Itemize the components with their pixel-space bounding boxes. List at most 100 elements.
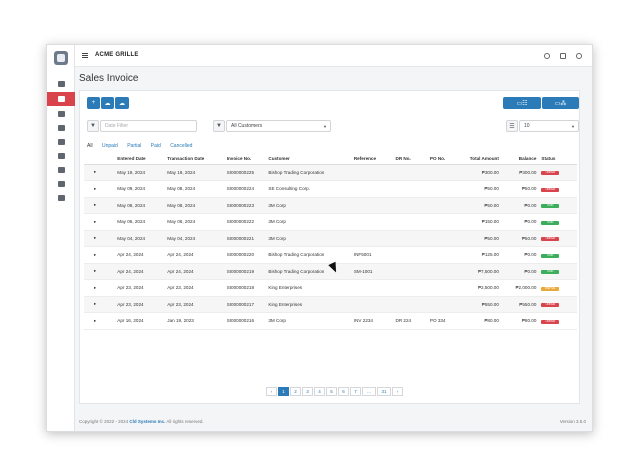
dr-no-cell [393, 164, 428, 181]
table-row[interactable]: ▸ May 09, 2024 May 08, 2024 SI000000224 SE C… [84, 180, 577, 198]
status-cell: UNPAID [539, 180, 577, 198]
row-expand-toggle[interactable]: ▸ [84, 296, 116, 313]
invoice-no-cell: SI000000225 [224, 164, 267, 181]
table-row[interactable]: ▸ May 06, 2024 May 06, 2024 SI000000222 3M C… [84, 213, 577, 231]
row-expand-toggle[interactable]: ▸ [84, 164, 116, 181]
customer-cell: King Enterprises [266, 279, 352, 297]
tab-paid[interactable]: Paid [150, 143, 161, 149]
list-view-button[interactable]: ▭☷ [503, 97, 541, 109]
page-button-last[interactable]: 31 [377, 387, 391, 396]
table-row[interactable]: ▸ May 19, 2024 May 19, 2024 SI000000225 Bish… [84, 164, 577, 181]
tab-partial[interactable]: Partial [127, 143, 142, 149]
column-header-invoice-no[interactable]: Invoice No. [224, 154, 267, 165]
search-icon[interactable] [544, 53, 550, 59]
tab-cancelled[interactable]: Cancelled [170, 143, 193, 149]
calendar-icon [57, 167, 65, 173]
next-page-button[interactable]: › [392, 387, 403, 396]
total-amount-cell: ₱50.00 [460, 197, 502, 214]
column-header-transaction-date[interactable]: Transaction Date [165, 154, 225, 165]
row-expand-toggle[interactable]: ▸ [84, 180, 116, 198]
column-header-po-no[interactable]: PO No. [427, 154, 461, 165]
footer-company-link[interactable]: Cld Systems Inc. [129, 419, 166, 424]
dr-no-cell [393, 279, 428, 297]
po-no-cell: PO 334 [427, 312, 461, 330]
page-button-5[interactable]: 5 [326, 387, 337, 396]
status-badge: UNPAID [541, 237, 560, 242]
sidebar-item-ledger[interactable] [47, 149, 75, 163]
page-size-value: 10 [524, 123, 530, 129]
book-icon [57, 153, 65, 159]
table-row[interactable]: ▸ Apr 24, 2024 Apr 24, 2024 SI000000219 Bish… [84, 263, 577, 280]
gear-icon[interactable] [576, 53, 582, 59]
page-size-select[interactable]: 10 ▼ [519, 120, 579, 132]
company-name: ACME GRILLE [95, 52, 139, 58]
po-no-cell [427, 164, 461, 181]
tab-unpaid[interactable]: Unpaid [101, 143, 118, 149]
invoice-no-cell: SI000000222 [224, 213, 267, 231]
filter-icon[interactable]: ▼ [213, 120, 225, 132]
balance-cell: ₱50.00 [501, 230, 540, 247]
status-cell: PAID [539, 213, 577, 231]
entered-date-cell: Apr 24, 2024 [115, 246, 166, 264]
row-expand-toggle[interactable]: ▸ [84, 213, 116, 231]
reference-cell: INV 2234 [351, 312, 394, 330]
po-no-cell [427, 296, 461, 313]
calculator-icon[interactable] [560, 53, 566, 59]
column-header-customer[interactable]: Customer [266, 154, 352, 165]
customer-cell: 3M Corp [266, 197, 352, 214]
table-row[interactable]: ▸ Apr 23, 2024 Apr 23, 2024 SI000000217 King… [84, 296, 577, 313]
page-button-6[interactable]: 6 [338, 387, 349, 396]
total-amount-cell: ₱80.00 [460, 312, 502, 330]
add-invoice-button[interactable]: + [87, 97, 100, 109]
table-row[interactable]: ▸ Apr 16, 2024 Jan 19, 2023 SI000000216 3M C… [84, 312, 577, 330]
sidebar-item-sales[interactable] [47, 92, 75, 106]
invoice-no-cell: SI000000218 [224, 279, 267, 297]
sidebar-item-dashboard[interactable] [47, 77, 75, 91]
table-row[interactable]: ▸ May 08, 2024 May 08, 2024 SI000000223 3M C… [84, 197, 577, 214]
sidebar-item-purchases[interactable] [47, 121, 75, 135]
column-header-total-amount[interactable]: Total Amount [460, 154, 502, 165]
date-filter-input[interactable]: Date Filter [100, 120, 197, 132]
column-header-status[interactable]: Status [539, 154, 577, 165]
row-expand-toggle[interactable]: ▸ [84, 230, 116, 247]
row-expand-toggle[interactable]: ▸ [84, 263, 116, 280]
upload-button[interactable]: ☁ [101, 97, 114, 109]
column-header-reference[interactable]: Reference [351, 154, 394, 165]
status-badge: UNPAID [541, 303, 560, 308]
customer-select[interactable]: All Customers ▼ [226, 120, 331, 132]
reference-cell [351, 197, 394, 214]
sidebar-item-payments[interactable] [47, 135, 75, 149]
table-row[interactable]: ▸ Apr 24, 2024 Apr 24, 2024 SI000000220 Bish… [84, 246, 577, 264]
row-expand-toggle[interactable]: ▸ [84, 197, 116, 214]
prev-page-button[interactable]: ‹ [266, 387, 277, 396]
tree-view-button[interactable]: ▭⁂ [542, 97, 579, 109]
tab-all[interactable]: All [87, 143, 93, 149]
row-expand-toggle[interactable]: ▸ [84, 246, 116, 264]
row-expand-toggle[interactable]: ▸ [84, 312, 116, 330]
page-button-4[interactable]: 4 [314, 387, 325, 396]
filter-icon[interactable]: ▼ [87, 120, 99, 132]
column-header-entered-date[interactable]: Entered Date [115, 154, 166, 165]
row-expand-toggle[interactable]: ▸ [84, 279, 116, 297]
entered-date-cell: May 04, 2024 [115, 230, 166, 247]
entered-date-cell: May 19, 2024 [115, 164, 166, 181]
table-row[interactable]: ▸ Apr 23, 2024 Apr 23, 2024 SI000000218 King… [84, 279, 577, 297]
page-button-7[interactable]: 7 [350, 387, 361, 396]
dr-no-cell [393, 246, 428, 264]
page-button-1[interactable]: 1 [278, 387, 289, 396]
menu-icon[interactable] [82, 53, 88, 58]
sidebar-item-calendar[interactable] [47, 163, 75, 177]
sidebar-item-reports[interactable] [47, 191, 75, 205]
page-button-3[interactable]: 3 [302, 387, 313, 396]
table-row[interactable]: ▸ May 04, 2024 May 04, 2024 SI000000221 3M C… [84, 230, 577, 247]
transaction-date-cell: Apr 24, 2024 [165, 263, 225, 280]
page-button-2[interactable]: 2 [290, 387, 301, 396]
credit-card-icon [57, 139, 65, 145]
column-header-dr-no[interactable]: DR No. [393, 154, 428, 165]
sidebar-item-documents[interactable] [47, 107, 75, 121]
sidebar-item-bank[interactable] [47, 177, 75, 191]
status-badge: PAID [541, 204, 560, 209]
download-button[interactable]: ☁ [115, 97, 129, 109]
top-bar: ACME GRILLE [75, 45, 592, 67]
column-header-balance[interactable]: Balance [501, 154, 540, 165]
